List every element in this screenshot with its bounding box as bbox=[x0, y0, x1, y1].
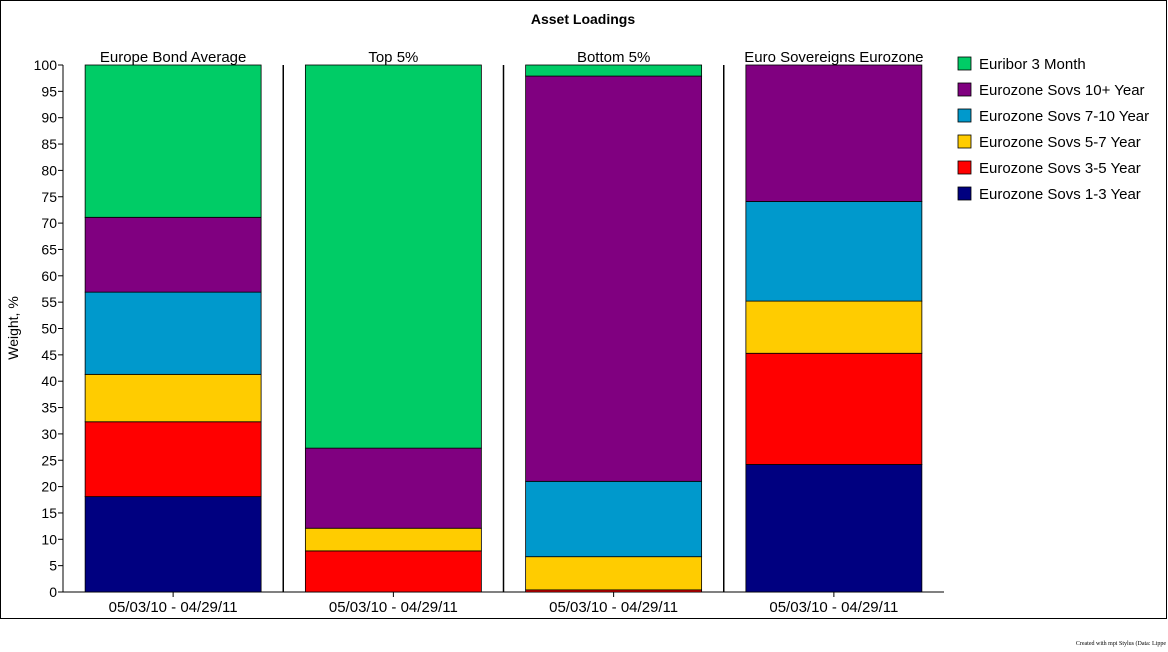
y-tick-label: 25 bbox=[41, 452, 57, 468]
bar-segment bbox=[745, 64, 923, 202]
legend-label: Eurozone Sovs 10+ Year bbox=[979, 82, 1145, 99]
credit-text: Created with mpi Stylus (Data: Lippe bbox=[1075, 641, 1166, 647]
bar-segment bbox=[525, 480, 703, 558]
legend-swatch bbox=[957, 108, 972, 123]
panel-title: Europe Bond Average bbox=[100, 49, 247, 66]
y-tick-label: 45 bbox=[41, 347, 57, 363]
y-axis-label: Weight, % bbox=[5, 296, 21, 360]
legend-label: Eurozone Sovs 1-3 Year bbox=[979, 186, 1141, 203]
panel-title: Top 5% bbox=[368, 49, 418, 66]
y-tick-label: 0 bbox=[49, 584, 57, 600]
y-tick-label: 55 bbox=[41, 294, 57, 310]
y-tick-label: 5 bbox=[49, 558, 57, 574]
bar-segment bbox=[84, 64, 262, 218]
bar-segment bbox=[84, 291, 262, 375]
legend-swatch bbox=[957, 134, 972, 149]
y-tick-label: 70 bbox=[41, 215, 57, 231]
y-tick-label: 50 bbox=[41, 321, 57, 337]
y-tick-label: 40 bbox=[41, 373, 57, 389]
legend-swatch bbox=[957, 56, 972, 71]
bar-segment bbox=[745, 464, 923, 593]
x-tick-label: 05/03/10 - 04/29/11 bbox=[549, 599, 678, 616]
legend-swatch bbox=[957, 186, 972, 201]
x-tick-label: 05/03/10 - 04/29/11 bbox=[329, 599, 458, 616]
y-tick-label: 35 bbox=[41, 400, 57, 416]
bar-segment bbox=[84, 496, 262, 593]
bar-segment bbox=[525, 64, 703, 77]
bar-segment bbox=[745, 201, 923, 302]
x-tick-label: 05/03/10 - 04/29/11 bbox=[769, 599, 898, 616]
bar-segment bbox=[84, 216, 262, 293]
y-tick-label: 80 bbox=[41, 162, 57, 178]
y-tick-label: 20 bbox=[41, 479, 57, 495]
y-tick-label: 30 bbox=[41, 426, 57, 442]
panel-title: Bottom 5% bbox=[577, 49, 650, 66]
legend-label: Eurozone Sovs 7-10 Year bbox=[979, 108, 1149, 125]
legend-label: Eurozone Sovs 3-5 Year bbox=[979, 160, 1141, 177]
legend-swatch bbox=[957, 160, 972, 175]
y-tick-label: 60 bbox=[41, 268, 57, 284]
bar-segment bbox=[84, 373, 262, 423]
y-tick-label: 85 bbox=[41, 136, 57, 152]
bar-segment bbox=[525, 556, 703, 591]
y-tick-label: 75 bbox=[41, 189, 57, 205]
bar-segment bbox=[745, 352, 923, 465]
bar-segment bbox=[304, 447, 482, 529]
chart-title: Asset Loadings bbox=[531, 11, 635, 27]
legend-label: Euribor 3 Month bbox=[979, 56, 1086, 73]
x-tick-label: 05/03/10 - 04/29/11 bbox=[109, 599, 238, 616]
bar-segment bbox=[745, 300, 923, 354]
bar-segment bbox=[304, 550, 482, 593]
legend-label: Eurozone Sovs 5-7 Year bbox=[979, 134, 1141, 151]
chart-frame bbox=[0, 0, 1167, 619]
bar-segment bbox=[304, 527, 482, 552]
bar-segment bbox=[304, 64, 482, 449]
bar-segment bbox=[525, 75, 703, 482]
y-tick-label: 95 bbox=[41, 83, 57, 99]
bar-segment bbox=[84, 421, 262, 498]
y-tick-label: 65 bbox=[41, 241, 57, 257]
y-tick-label: 90 bbox=[41, 110, 57, 126]
panel-title: Euro Sovereigns Eurozone bbox=[744, 49, 923, 66]
legend-swatch bbox=[957, 82, 972, 97]
y-tick-label: 10 bbox=[41, 531, 57, 547]
y-tick-label: 15 bbox=[41, 505, 57, 521]
y-tick-label: 100 bbox=[34, 57, 58, 73]
